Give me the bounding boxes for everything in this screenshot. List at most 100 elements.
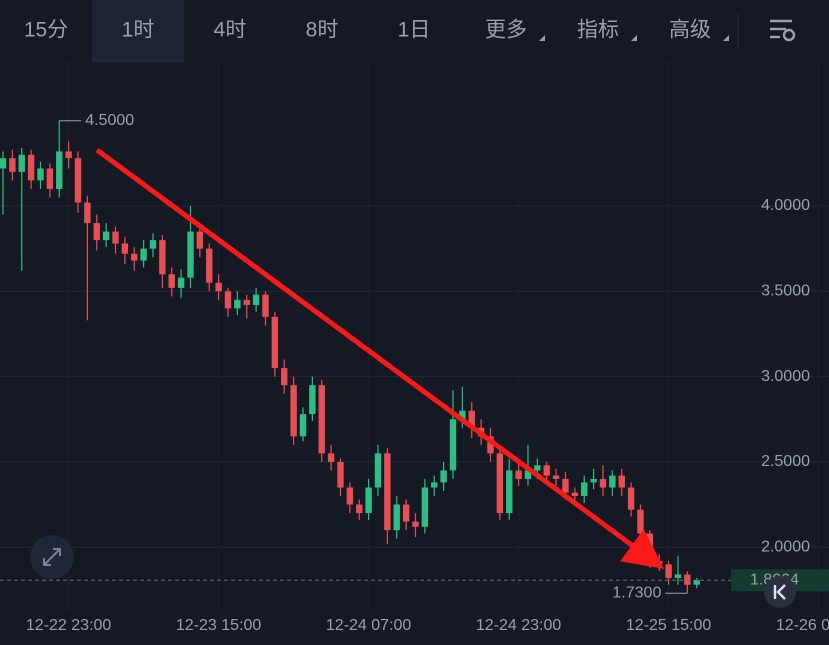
candle-body — [102, 231, 110, 241]
candle-body — [618, 475, 625, 488]
candle-body — [196, 231, 204, 249]
candle-body — [365, 487, 372, 514]
candle-body — [684, 574, 691, 585]
candle-body — [131, 253, 138, 261]
candle-body — [46, 168, 54, 189]
candle-body — [665, 564, 672, 578]
candle-body — [581, 482, 588, 497]
back-icon — [773, 584, 786, 600]
x-tick-label: 12-25 15:00 — [626, 617, 712, 634]
candle-body — [281, 368, 288, 386]
candle-body — [56, 151, 63, 189]
dropdown-caret — [631, 35, 637, 41]
candle-body — [590, 478, 597, 483]
candle-body — [356, 504, 363, 514]
candle-body — [346, 487, 354, 505]
candle-body — [159, 240, 166, 275]
y-tick-label: 3.0000 — [761, 368, 810, 385]
candle-body — [487, 436, 494, 454]
candle-body — [18, 154, 25, 172]
tab[interactable]: 15分 — [24, 19, 68, 42]
candle-body — [515, 470, 522, 479]
candle-body — [384, 453, 391, 531]
candle-body — [140, 248, 147, 261]
candle-body — [421, 487, 429, 527]
candle-body — [402, 504, 410, 522]
candle-body — [309, 385, 316, 415]
candle-body — [121, 243, 129, 254]
candle-body — [84, 202, 91, 224]
dropdown-caret — [723, 35, 729, 41]
candle-body — [674, 574, 682, 578]
candle-body — [693, 580, 700, 585]
trend-arrow — [95, 147, 665, 569]
candle-body — [431, 482, 438, 488]
candle-body — [327, 453, 335, 462]
candle-body — [599, 478, 607, 488]
candle-body — [262, 294, 269, 317]
grid: 2.0000 2.5000 3.0000 3.5000 4.0000 12-22 23:0… — [0, 62, 829, 634]
tab-bar: 15分 1时 4时 8时 1日 更多 指标 高级 — [24, 0, 729, 62]
y-tick-label: 4.0000 — [761, 197, 810, 214]
candle-body — [524, 470, 532, 479]
candle-body — [206, 248, 213, 283]
candle-body — [637, 509, 644, 534]
candle-body — [177, 277, 185, 288]
candle-body — [93, 223, 100, 241]
candle-body — [656, 560, 663, 565]
candle-body — [552, 475, 560, 479]
y-tick-label: 2.0000 — [761, 538, 810, 555]
candle-body — [506, 470, 513, 514]
candle-body — [459, 410, 466, 420]
candle-body — [609, 475, 616, 488]
candle-body — [290, 385, 297, 437]
candle-body — [496, 453, 504, 514]
dropdown-caret — [539, 35, 545, 41]
candle-body — [243, 299, 250, 305]
candle-body — [543, 465, 550, 476]
x-tick-label: 12-23 15:00 — [176, 617, 262, 634]
low-label: 1.7300 — [612, 584, 661, 601]
tab[interactable]: 1时 — [122, 19, 155, 42]
candle-body — [0, 158, 7, 169]
high-label: 4.5000 — [85, 112, 134, 129]
tab[interactable]: 8时 — [306, 19, 339, 42]
back-button[interactable] — [764, 576, 796, 608]
tab[interactable]: 高级 — [669, 19, 711, 42]
tab[interactable]: 更多 — [485, 19, 527, 42]
candle-body — [440, 470, 447, 483]
candle-body — [27, 154, 35, 181]
x-tick-label: 12-22 23:00 — [26, 617, 112, 634]
candle-body — [9, 158, 16, 172]
y-tick-label: 3.5000 — [761, 283, 810, 300]
expand-icon — [43, 548, 61, 566]
candle-body — [374, 453, 382, 488]
x-tick-label: 12-26 07:00 — [776, 617, 829, 634]
candle-body — [37, 168, 44, 181]
tab[interactable]: 指标 — [577, 19, 619, 42]
candle-body — [234, 299, 241, 309]
candle-body — [627, 487, 635, 510]
candle-body — [393, 504, 400, 531]
candle-body — [337, 461, 344, 488]
candle-body — [252, 294, 260, 305]
candle-body — [562, 478, 569, 493]
candle-body — [168, 274, 175, 288]
tab[interactable]: 4时 — [214, 19, 247, 42]
x-tick-label: 12-24 23:00 — [476, 617, 562, 634]
y-tick-label: 2.5000 — [761, 453, 810, 470]
candle-body — [412, 521, 419, 527]
x-tick-label: 12-24 07:00 — [326, 617, 412, 634]
candle-body — [224, 291, 232, 309]
settings-icon[interactable] — [770, 19, 796, 42]
candle-body — [318, 385, 325, 454]
candle-body — [299, 414, 307, 437]
candle-body — [271, 316, 279, 369]
tab[interactable]: 1日 — [398, 19, 431, 42]
candle-body — [215, 282, 222, 292]
candle-body — [112, 231, 119, 244]
candle-body — [74, 158, 82, 203]
candle-body — [449, 419, 457, 471]
